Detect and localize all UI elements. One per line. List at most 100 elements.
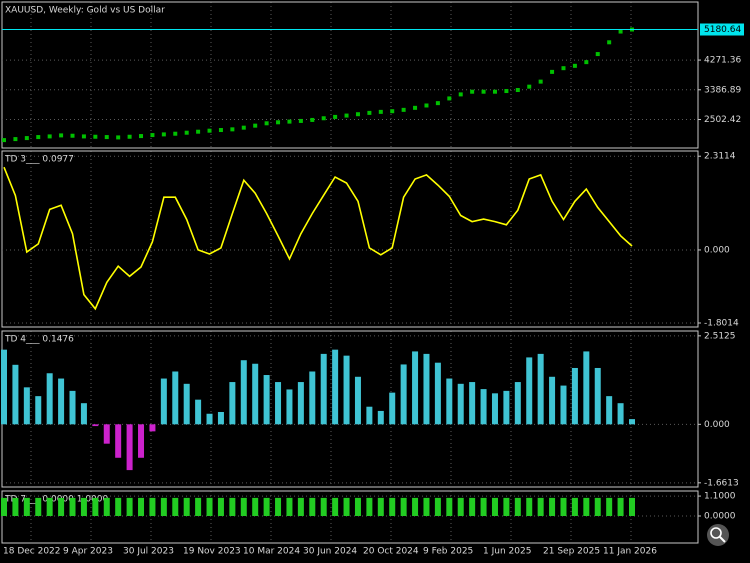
price-bar	[321, 116, 326, 121]
x-tick-label: 18 Dec 2022	[3, 547, 61, 557]
histogram-bar	[183, 497, 190, 517]
price-bar	[47, 134, 52, 139]
x-tick-label: 30 Jun 2024	[303, 547, 357, 557]
x-tick-label: 9 Apr 2023	[63, 547, 113, 557]
price-bar	[2, 138, 6, 143]
price-bar	[504, 89, 509, 94]
histogram-bar	[560, 497, 567, 517]
histogram-bar	[229, 497, 236, 517]
histogram-bar	[240, 497, 247, 517]
price-bar	[264, 121, 269, 126]
histogram-bar	[149, 497, 156, 517]
histogram-bar	[446, 497, 453, 517]
histogram-bar	[149, 424, 156, 432]
histogram-bar	[286, 389, 293, 425]
zoom-button[interactable]	[707, 524, 729, 546]
histogram-bar	[172, 371, 179, 425]
price-bar	[196, 129, 201, 134]
histogram-bar	[629, 419, 635, 425]
histogram-bar	[583, 351, 590, 425]
zoom-icon[interactable]	[710, 527, 722, 539]
histogram-bar	[12, 497, 19, 517]
price-bar	[59, 133, 64, 138]
histogram-bar	[412, 351, 419, 425]
price-bar	[447, 96, 452, 101]
x-tick-label: 9 Feb 2025	[423, 547, 473, 557]
histogram-bar	[126, 424, 133, 471]
zoom-button-bg[interactable]	[707, 524, 729, 546]
price-bar	[70, 133, 75, 138]
price-bar	[481, 89, 486, 94]
histogram-bar	[217, 497, 224, 517]
histogram-bar	[469, 497, 476, 517]
histogram-bar	[297, 497, 304, 517]
x-tick-label: 1 Jun 2025	[483, 547, 531, 557]
histogram-bar	[549, 376, 556, 425]
histogram-bar	[23, 497, 30, 517]
price-bar	[139, 134, 144, 139]
histogram-bar	[629, 497, 635, 517]
price-bar	[538, 79, 543, 84]
price-bar	[378, 109, 383, 114]
histogram-bar	[115, 424, 122, 458]
histogram-bar	[23, 387, 30, 425]
histogram-bar	[606, 497, 613, 517]
histogram-bar	[80, 497, 87, 517]
price-bar	[607, 40, 612, 45]
histogram-bar	[480, 497, 487, 517]
histogram-bar	[69, 497, 76, 517]
price-bar	[127, 134, 132, 139]
y-tick-label: 2.3114	[704, 152, 736, 162]
histogram-bar	[275, 382, 282, 425]
histogram-bar	[423, 353, 430, 425]
price-bar	[492, 89, 497, 94]
price-bar	[527, 84, 532, 89]
indicator-line	[3, 166, 633, 311]
price-bar	[550, 69, 555, 74]
price-bar	[333, 114, 338, 119]
histogram-bar	[583, 497, 590, 517]
histogram-bar	[69, 390, 76, 425]
histogram-bar	[12, 364, 19, 425]
histogram-bar	[354, 497, 361, 517]
y-tick-label: 2.5125	[704, 331, 736, 341]
histogram-bar	[46, 497, 53, 517]
histogram-bar	[1, 497, 7, 517]
price-bar	[207, 128, 212, 133]
y-tick-label: -1.8014	[704, 319, 739, 329]
histogram-bar	[332, 497, 339, 517]
histogram-bar	[206, 497, 213, 517]
histogram-bar	[275, 497, 282, 517]
histogram-bar	[412, 497, 419, 517]
histogram-bar	[389, 497, 396, 517]
price-bar	[218, 128, 223, 133]
price-bar	[36, 135, 41, 140]
histogram-bar	[126, 497, 133, 517]
price-bar	[413, 105, 418, 110]
histogram-bar	[252, 363, 259, 425]
price-bar	[241, 125, 246, 130]
x-tick-label: 30 Jul 2023	[123, 547, 174, 557]
histogram-bar	[377, 410, 384, 425]
price-bar	[458, 92, 463, 97]
histogram-bar	[286, 497, 293, 517]
histogram-bar	[366, 406, 373, 425]
price-bar	[595, 52, 600, 57]
price-bar	[276, 120, 281, 125]
histogram-bar	[263, 497, 270, 517]
histogram-bar	[377, 497, 384, 517]
panel-title: TD 4___ 0.1476	[4, 335, 74, 345]
histogram-bar	[103, 497, 110, 517]
histogram-bar	[594, 367, 601, 425]
histogram-bar	[503, 390, 510, 425]
histogram-bar	[35, 396, 42, 425]
histogram-bar	[58, 497, 65, 517]
histogram-bar	[195, 497, 202, 517]
histogram-bar	[138, 497, 145, 517]
histogram-bar	[606, 396, 613, 425]
zoom-icon-handle[interactable]	[719, 536, 726, 543]
y-tick-label: 0.000	[704, 420, 730, 430]
histogram-bar	[354, 376, 361, 425]
histogram-bar	[297, 382, 304, 425]
